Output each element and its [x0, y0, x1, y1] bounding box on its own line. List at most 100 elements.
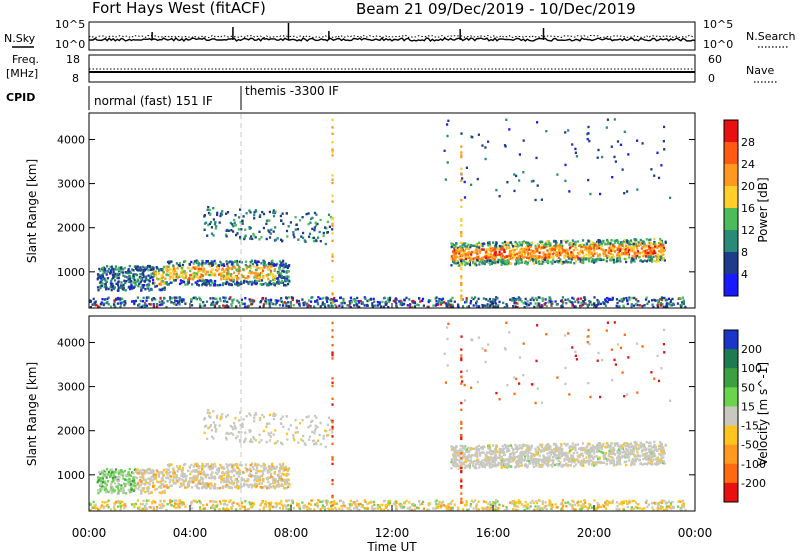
figure-title: Fort Hays West (fitACF)	[92, 0, 266, 17]
power-cell	[526, 250, 529, 253]
power-cell	[285, 212, 288, 215]
velocity-cell	[512, 453, 515, 457]
velocity-cell	[245, 470, 248, 473]
power-cell	[654, 251, 657, 255]
velocity-cell	[150, 475, 153, 479]
power-cell	[492, 247, 495, 250]
power-cell	[148, 280, 151, 283]
power-cell	[283, 301, 286, 304]
velocity-cell	[209, 476, 212, 480]
power-cell	[133, 300, 136, 303]
power-cell	[210, 272, 213, 275]
velocity-cell	[161, 471, 164, 474]
power-cell	[459, 245, 462, 248]
power-cell	[101, 298, 104, 301]
power-cell	[581, 239, 585, 242]
velocity-cell	[120, 489, 123, 492]
power-cell	[486, 259, 489, 262]
power-cell	[639, 238, 642, 242]
power-cell	[221, 271, 224, 275]
velocity-cell	[659, 453, 662, 456]
power-cell	[510, 243, 514, 246]
power-cell	[453, 261, 456, 265]
power-cell	[460, 219, 463, 222]
velocity-cell	[273, 414, 276, 418]
velocity-cell	[495, 463, 498, 466]
power-cell	[542, 244, 545, 247]
power-cell	[255, 210, 258, 213]
velocity-cell	[623, 441, 626, 445]
power-cell	[198, 303, 202, 306]
power-cell	[574, 151, 577, 154]
velocity-cell	[97, 476, 100, 479]
power-cell	[569, 261, 572, 264]
power-cell	[211, 264, 214, 267]
power-cell	[269, 262, 272, 266]
power-cell	[232, 225, 235, 228]
velocity-cell	[573, 451, 576, 455]
power-cell	[533, 305, 536, 309]
velocity-cell	[298, 422, 302, 425]
power-cell	[447, 119, 450, 122]
velocity-cell	[122, 471, 125, 474]
velocity-cell	[210, 435, 214, 438]
power-cell	[582, 303, 585, 306]
velocity-cell	[103, 473, 106, 477]
velocity-cell	[659, 445, 662, 449]
power-cell	[525, 304, 529, 307]
power-cell	[592, 261, 596, 264]
velocity-cell	[206, 411, 209, 415]
velocity-cell	[541, 465, 544, 468]
power-cell	[203, 280, 206, 283]
power-cell	[364, 297, 367, 301]
velocity-cell	[144, 469, 147, 472]
velocity-cell	[214, 465, 217, 468]
velocity-cell	[254, 462, 257, 466]
power-cell	[158, 283, 161, 286]
power-cell	[174, 299, 177, 302]
power-cell	[142, 296, 145, 300]
power-cell	[175, 296, 178, 299]
velocity-cell	[316, 425, 319, 429]
power-cell	[597, 303, 600, 306]
power-cell	[586, 137, 589, 141]
power-cell	[335, 305, 338, 308]
power-cell	[287, 301, 290, 304]
power-cell	[211, 303, 214, 306]
power-cell	[655, 260, 658, 263]
power-cell	[182, 272, 185, 276]
power-cell	[435, 296, 438, 299]
power-cell	[624, 252, 628, 255]
power-cell	[600, 247, 603, 251]
power-cell	[140, 273, 143, 276]
velocity-cell	[657, 462, 660, 466]
power-cell	[204, 273, 207, 276]
power-cell	[159, 277, 162, 281]
velocity-cell	[526, 448, 530, 452]
velocity-cell	[213, 426, 216, 429]
power-cell	[590, 260, 593, 263]
power-cell	[460, 179, 463, 182]
power-cell	[110, 265, 113, 268]
velocity-cell	[211, 471, 214, 474]
velocity-cell	[211, 484, 214, 487]
velocity-cell	[174, 472, 177, 476]
power-cell	[680, 305, 683, 308]
power-cell	[574, 147, 577, 151]
velocity-cell	[272, 476, 275, 479]
power-cell	[253, 217, 256, 220]
velocity-cell	[261, 474, 264, 478]
power-cell	[499, 255, 502, 258]
velocity-cell	[142, 473, 145, 476]
power-cell	[184, 260, 187, 263]
power-cell	[231, 262, 234, 265]
velocity-cell	[256, 477, 259, 480]
power-cell	[350, 301, 353, 304]
velocity-cell	[180, 474, 183, 477]
power-cell	[460, 217, 463, 221]
velocity-cell	[533, 459, 536, 463]
power-cell	[649, 255, 652, 258]
power-cell	[202, 282, 205, 286]
velocity-cell	[149, 479, 152, 483]
velocity-cell	[574, 463, 577, 466]
